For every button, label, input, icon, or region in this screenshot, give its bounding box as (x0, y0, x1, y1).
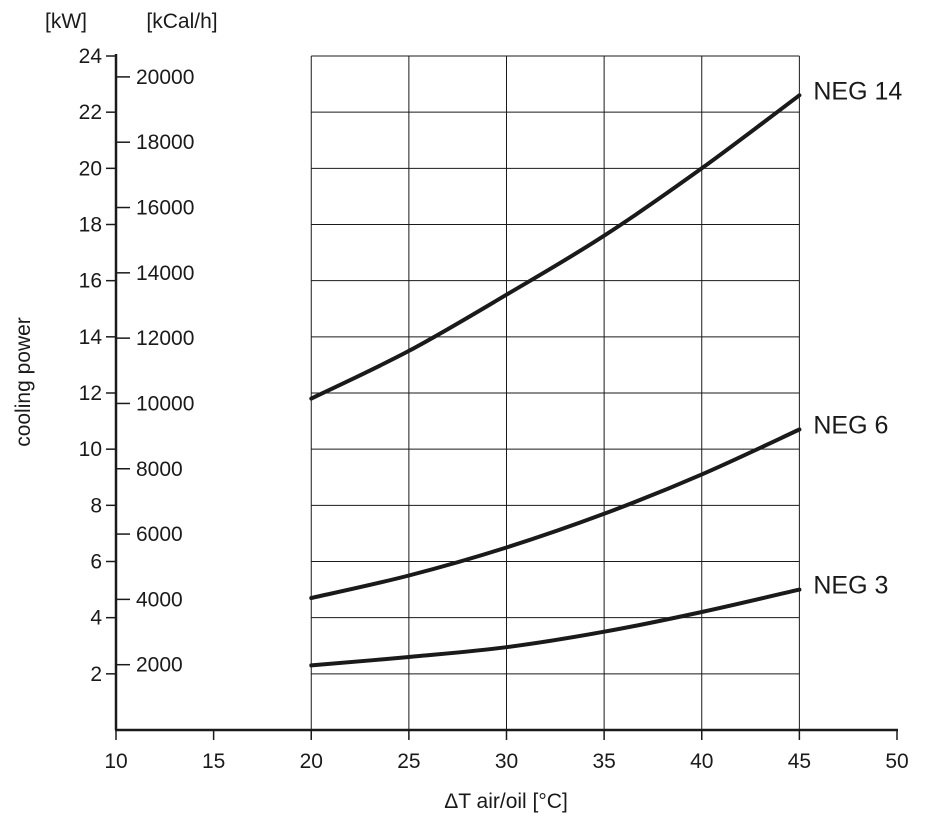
y-tick-label-2: 2 (90, 663, 102, 686)
y-unit-primary: [kW] (45, 10, 87, 33)
x-tick-label-30: 30 (495, 750, 518, 773)
y-tick-label-14: 14 (79, 326, 103, 349)
y-tick-label-20: 20 (79, 157, 102, 180)
grid (310, 55, 800, 730)
y-tick-label-22: 22 (79, 101, 102, 124)
y2-tick-label-20000: 20000 (136, 66, 194, 89)
y-tick-label-8: 8 (90, 494, 102, 517)
y-tick-label-18: 18 (79, 214, 102, 237)
series-line-neg-14 (309, 93, 802, 401)
series-label-neg-14: NEG 14 (813, 77, 902, 105)
y2-tick-label-14000: 14000 (136, 262, 194, 285)
y2-tick-label-16000: 16000 (136, 197, 194, 220)
y2-tick-label-6000: 6000 (136, 523, 183, 546)
y2-tick-label-18000: 18000 (136, 131, 194, 154)
y-tick-label-6: 6 (90, 551, 102, 574)
y2-tick-label-4000: 4000 (136, 588, 183, 611)
y-tick-label-10: 10 (79, 438, 102, 461)
x-tick-label-25: 25 (397, 750, 420, 773)
x-tick-label-10: 10 (104, 750, 127, 773)
y-axis-title: cooling power (12, 317, 35, 447)
ticks: 10 15 20 25 30 35 40 45 502468101214161820222420… (79, 45, 909, 773)
y2-tick-label-12000: 12000 (136, 327, 194, 350)
y-tick-label-12: 12 (79, 382, 102, 405)
series-line-neg-3 (309, 587, 802, 668)
y-tick-label-4: 4 (90, 607, 102, 630)
x-tick-label-15: 15 (202, 750, 225, 773)
y-tick-label-16: 16 (79, 270, 102, 293)
y-unit-secondary: [kCal/h] (146, 10, 217, 33)
y-tick-label-24: 24 (79, 45, 103, 68)
x-tick-label-40: 40 (690, 750, 713, 773)
x-axis-title: ΔT air/oil [°C] (444, 790, 568, 813)
y2-tick-label-8000: 8000 (136, 458, 183, 481)
x-tick-label-35: 35 (592, 750, 615, 773)
series-label-neg-3: NEG 3 (813, 572, 888, 600)
y2-tick-label-10000: 10000 (136, 392, 194, 415)
labels: [kW] [kCal/h] cooling power ΔT air/oil [… (12, 10, 568, 813)
x-tick-label-45: 45 (788, 750, 811, 773)
x-tick-label-20: 20 (300, 750, 323, 773)
series-lines: NEG 14 NEG 6 NEG 3 (309, 77, 902, 668)
x-tick-label-50: 50 (885, 750, 908, 773)
series-line-neg-6 (309, 427, 802, 600)
series-label-neg-6: NEG 6 (813, 412, 888, 440)
y2-tick-label-2000: 2000 (136, 654, 183, 677)
